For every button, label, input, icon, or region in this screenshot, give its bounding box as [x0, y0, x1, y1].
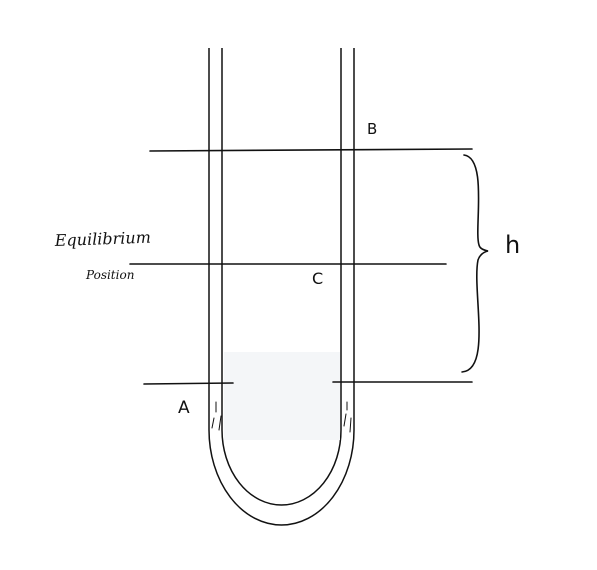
u-bend-inner [221, 429, 342, 506]
u-bend-outer [208, 429, 355, 526]
label-equilibrium: Equilibrium [53, 228, 151, 250]
label-c: C [312, 269, 323, 288]
label-a: A [178, 398, 190, 418]
level-line-a-left [143, 382, 234, 385]
liquid-fill [224, 352, 340, 440]
right-wall-mark [343, 401, 352, 433]
height-brace [461, 154, 489, 373]
label-b: B [367, 120, 377, 138]
label-h: h [505, 231, 520, 259]
level-line-b [149, 148, 473, 152]
label-position: Position [85, 268, 134, 282]
left-wall-mark [211, 401, 222, 431]
